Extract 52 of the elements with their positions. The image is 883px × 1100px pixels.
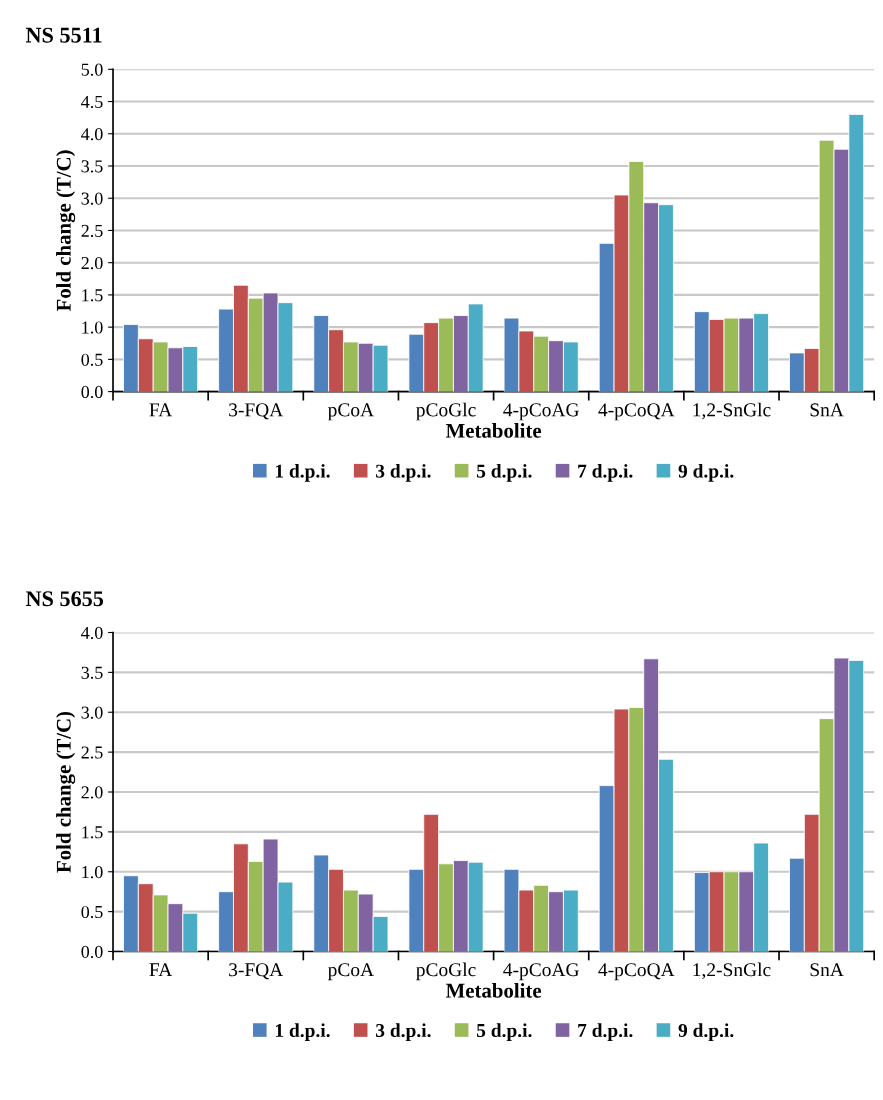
x-axis-title: Metabolite [445, 423, 542, 438]
y-tick-label: 5.0 [81, 63, 103, 76]
x-tick-label: FA [149, 963, 173, 977]
y-tick-label: 0.5 [81, 353, 103, 366]
y-tick-label: 3.5 [81, 666, 103, 679]
y-tick-label: 4.0 [81, 626, 103, 640]
y-tick-label: 4.0 [81, 128, 103, 141]
chart-title: NS 5511 [25, 27, 102, 43]
x-tick-label: 4-pCoQA [598, 403, 675, 421]
legend-label: 3 d.p.i. [376, 1023, 431, 1041]
legend-label: 5 d.p.i. [476, 464, 532, 482]
legend-label: 1 d.p.i. [275, 1023, 330, 1041]
x-tick-label: pCoGlc [416, 402, 476, 421]
chart-title: NS 5655 [25, 591, 104, 607]
x-tick-label: 1,2-SnGlc [693, 962, 771, 980]
x-tick-label: 1,2-SnGlc [693, 402, 771, 420]
y-tick-label: 0.5 [81, 905, 103, 919]
x-tick-label: SnA [810, 963, 844, 977]
x-tick-label: pCoGlc [416, 962, 476, 981]
y-tick-label: 1.5 [82, 826, 103, 839]
x-tick-label: FA [149, 403, 173, 417]
x-tick-label: pCoA [327, 963, 374, 981]
legend-label: 9 d.p.i. [678, 1023, 734, 1041]
y-tick-label: 2.0 [81, 256, 103, 270]
y-tick-label: 3.0 [81, 706, 103, 719]
y-tick-label: 0.0 [81, 945, 103, 959]
legend-label: 9 d.p.i. [678, 464, 734, 482]
legend-label: 3 d.p.i. [376, 464, 431, 482]
y-tick-label: 1.0 [82, 321, 103, 334]
x-tick-label: 4-pCoQA [598, 963, 675, 981]
x-tick-label: SnA [810, 403, 844, 417]
y-tick-label: 0.0 [81, 385, 103, 399]
y-tick-label: 2.0 [81, 786, 103, 799]
legend-label: 7 d.p.i. [578, 464, 633, 482]
y-tick-label: 3.0 [81, 192, 103, 205]
y-axis-title: Fold change (T/C) [56, 150, 76, 312]
x-tick-label: pCoA [327, 403, 374, 421]
y-tick-label: 1.0 [82, 866, 103, 879]
legend-label: 5 d.p.i. [476, 1023, 532, 1041]
y-tick-label: 4.5 [81, 95, 103, 109]
x-axis-title: Metabolite [445, 983, 542, 998]
x-tick-label: 4-pCoAG [503, 403, 579, 421]
x-tick-label: 4-pCoAG [503, 963, 579, 981]
y-tick-label: 3.5 [81, 160, 103, 173]
x-tick-label: 3-FQA [229, 403, 284, 420]
legend-label: 1 d.p.i. [275, 464, 330, 482]
y-tick-label: 2.5 [81, 224, 103, 237]
y-tick-label: 1.5 [82, 289, 103, 302]
legend-label: 7 d.p.i. [578, 1023, 633, 1041]
y-tick-label: 2.5 [81, 746, 103, 759]
x-tick-label: 3-FQA [229, 963, 284, 980]
y-axis-title: Fold change (T/C) [56, 711, 76, 873]
